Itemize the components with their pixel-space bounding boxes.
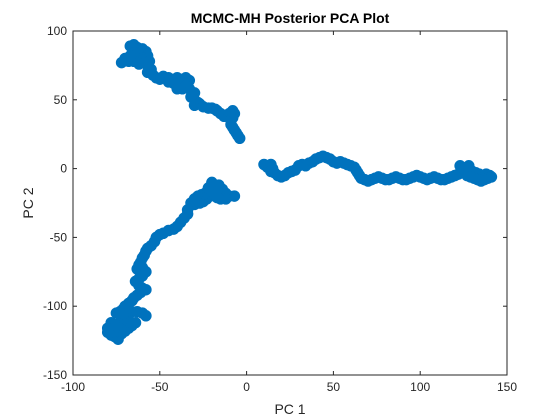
scatter-series xyxy=(101,39,498,345)
x-tick-label: -50 xyxy=(151,380,169,394)
x-tick-label: 150 xyxy=(497,380,517,394)
chart-title: MCMC-MH Posterior PCA Plot xyxy=(191,10,390,26)
data-point xyxy=(101,322,114,334)
y-tick-label: -150 xyxy=(43,368,67,382)
data-point xyxy=(162,76,175,88)
plot-area-border xyxy=(72,30,508,376)
y-axis-title: PC 2 xyxy=(20,187,36,218)
x-tick-label: 50 xyxy=(327,380,341,394)
y-tick-label: 50 xyxy=(54,93,68,107)
data-point xyxy=(463,160,475,172)
y-tick-label: 100 xyxy=(47,24,67,38)
data-point xyxy=(211,191,223,204)
x-axis: -100 -50 0 50 100 150 xyxy=(61,31,517,394)
data-point xyxy=(124,50,137,62)
data-point xyxy=(140,310,152,322)
x-axis-title: PC 1 xyxy=(274,401,305,417)
y-tick-label: -50 xyxy=(50,230,68,244)
y-axis: -150 -100 -50 0 50 100 xyxy=(43,24,507,382)
y-tick-label: 0 xyxy=(60,162,67,176)
x-tick-label: 100 xyxy=(410,380,430,394)
x-tick-label: -100 xyxy=(61,380,85,394)
x-tick-label: 0 xyxy=(243,380,250,394)
y-tick-label: -100 xyxy=(43,299,67,313)
data-point xyxy=(233,132,246,145)
